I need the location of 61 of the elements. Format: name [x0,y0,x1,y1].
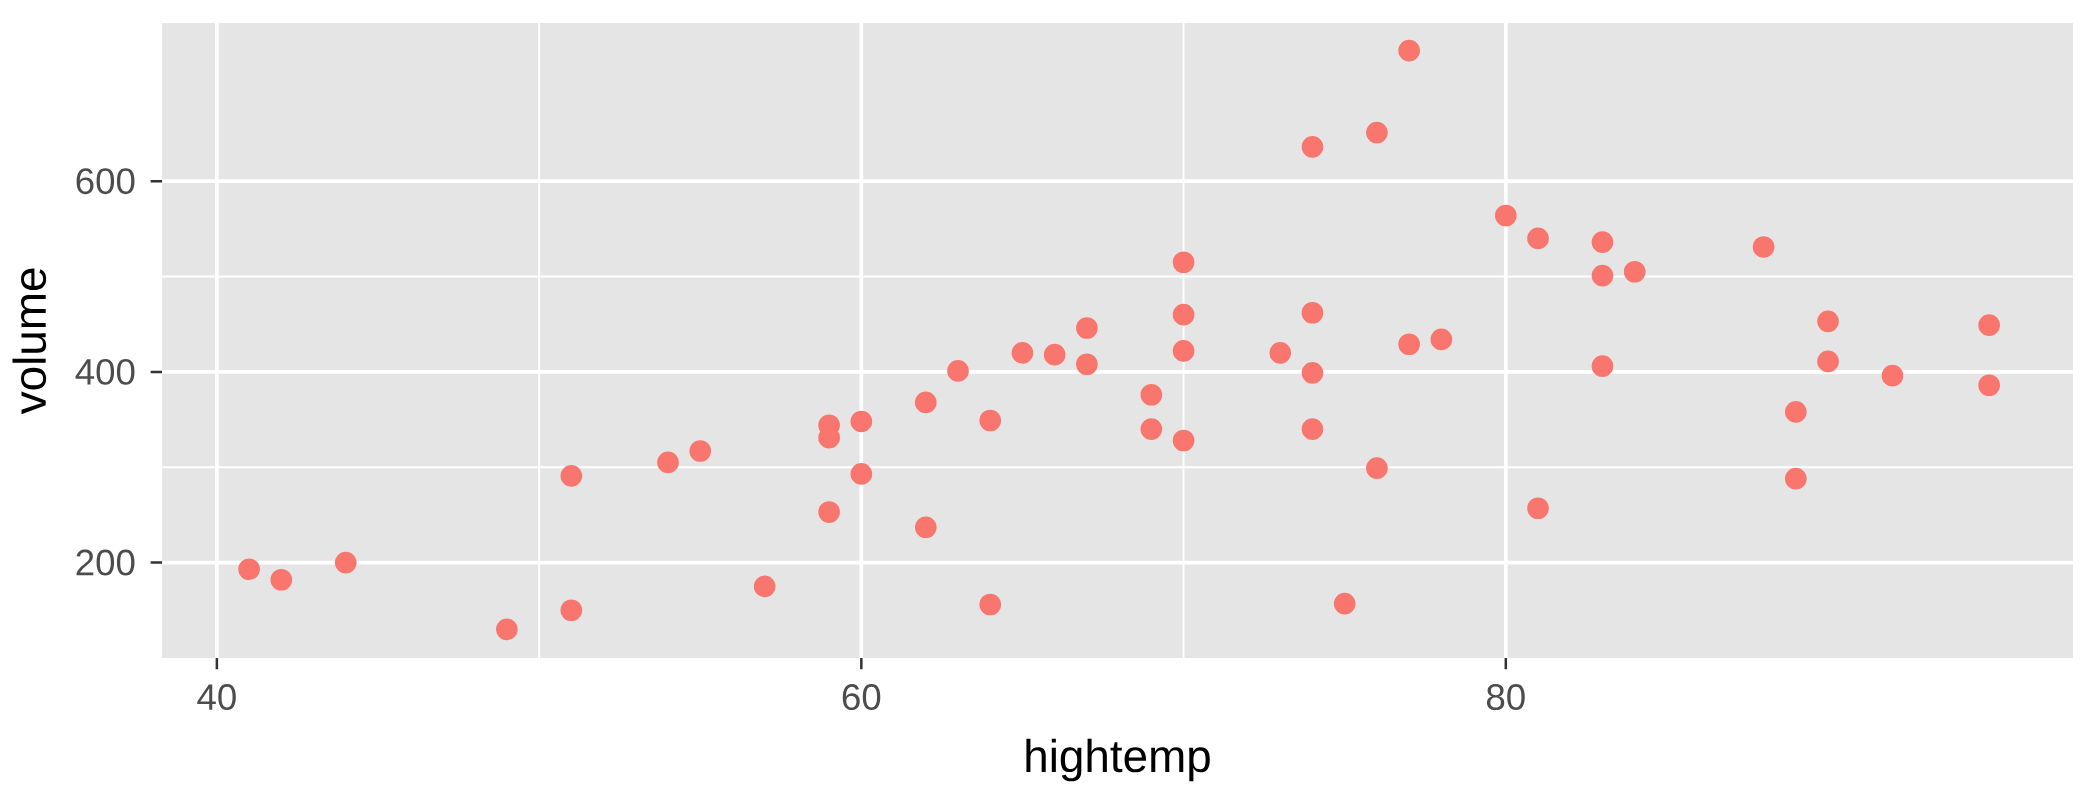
point [1978,314,2000,336]
point [496,618,518,641]
point [1494,204,1517,227]
point [1817,310,1839,333]
point [1430,328,1453,351]
point [1076,353,1098,376]
point [1591,355,1614,377]
point [753,575,776,598]
point [1172,340,1195,362]
point [334,551,357,574]
x-tick-label: 60 [842,684,881,711]
point [1527,497,1549,520]
point [1076,317,1098,339]
point [1817,350,1839,373]
point [1172,429,1195,452]
point [1140,383,1163,406]
x-tick-label: 40 [197,684,236,711]
point [1301,361,1324,384]
point [1366,457,1388,480]
point [914,516,937,539]
y-tick-label: 200 [76,549,135,576]
point [850,463,873,485]
point [979,593,1002,616]
point [657,451,679,474]
x-axis-title: hightemp [1026,738,1210,782]
point [689,440,712,462]
point [979,409,1002,432]
point [1011,341,1034,364]
point [560,599,583,622]
y-tick-label: 600 [76,168,135,195]
point [1398,39,1420,62]
point [1591,231,1614,254]
point [1172,303,1195,326]
point [1881,364,1904,387]
point [1398,333,1420,356]
point [1301,418,1324,440]
point [1333,592,1356,615]
point [1527,227,1549,250]
point [1269,341,1292,364]
point [270,568,293,591]
point [1591,264,1614,287]
point [1172,251,1195,274]
point [1623,260,1646,283]
y-axis-title: volume [12,268,47,415]
point [1978,374,2000,397]
point [1752,236,1775,258]
point [1301,301,1324,324]
point [818,501,840,523]
point [1140,418,1163,440]
point [1043,343,1066,366]
point [850,410,873,433]
x-tick-label: 80 [1486,684,1525,711]
point [1784,467,1807,490]
point [914,391,937,414]
point [560,464,583,487]
point [1784,401,1807,423]
point [947,360,969,382]
y-tick-label: 400 [75,358,135,385]
point [238,558,260,581]
point [1301,136,1324,158]
point [1366,121,1388,144]
